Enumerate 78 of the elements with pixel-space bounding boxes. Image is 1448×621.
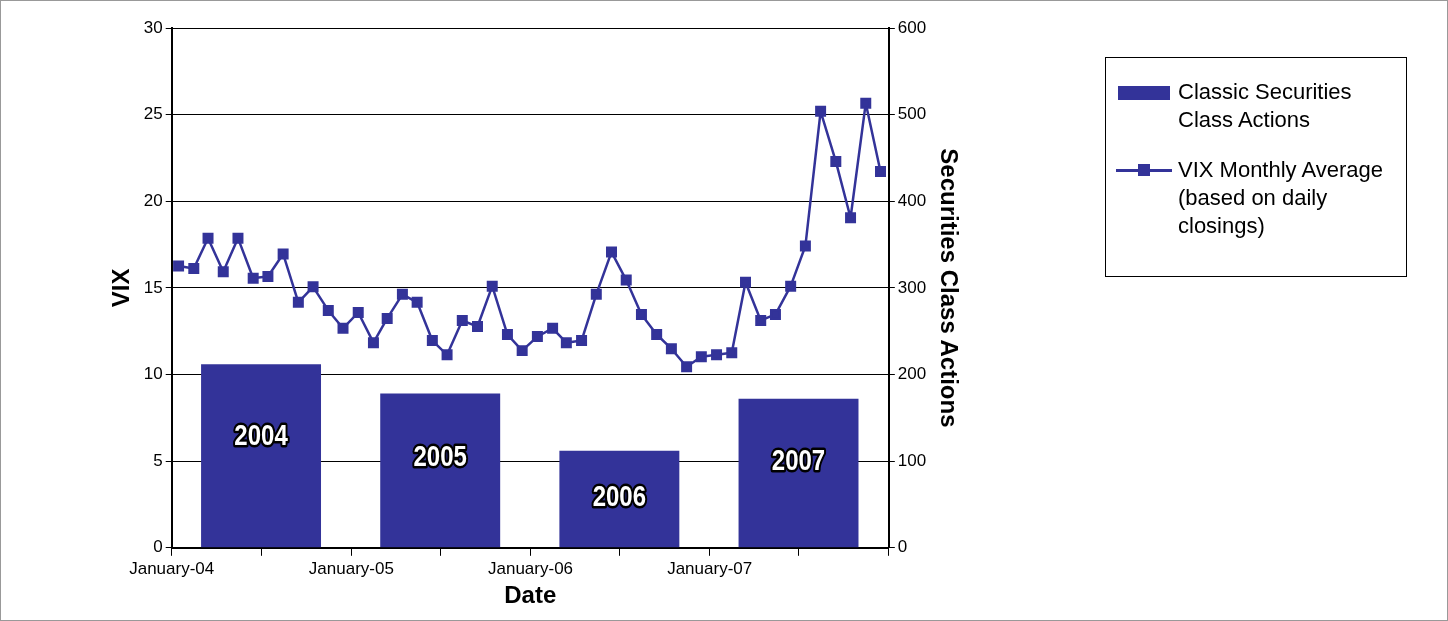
legend-label: VIX Monthly Average (based on daily closings) [1178, 156, 1385, 240]
legend-label: Classic Securities Class Actions [1178, 78, 1353, 134]
point [472, 321, 483, 333]
point [441, 349, 453, 361]
point [232, 232, 244, 244]
point [456, 314, 468, 326]
y-tick-label: 20 [143, 190, 163, 210]
y2-tick-label: 600 [897, 17, 927, 37]
annotation: 2006 [592, 478, 647, 513]
y2-axis-title: Securities Class Actions [935, 148, 963, 428]
point [620, 274, 632, 286]
point [322, 304, 334, 316]
x-tick-label: January-06 [487, 558, 574, 578]
point [606, 246, 617, 258]
point [501, 329, 513, 340]
point [411, 296, 423, 308]
bar [738, 398, 859, 548]
point [576, 335, 588, 347]
y-axis-title: VIX [107, 268, 135, 308]
point [367, 337, 379, 349]
point [726, 347, 738, 359]
y2-tick-label: 100 [897, 450, 927, 470]
point [188, 263, 200, 274]
point [755, 314, 767, 326]
point [426, 335, 438, 347]
point [560, 337, 572, 349]
y-tick-label: 0 [153, 537, 163, 557]
point [845, 212, 857, 224]
y-tick-label: 10 [143, 364, 163, 384]
annotation: 2004 [234, 417, 288, 452]
annotation: 2007 [771, 442, 826, 477]
y2-tick-label: 200 [897, 364, 927, 384]
point [769, 308, 781, 320]
y-tick-label: 30 [143, 17, 163, 37]
y2-tick-label: 500 [897, 104, 927, 124]
bar [380, 393, 501, 548]
point [740, 276, 751, 288]
x-axis-title: Date [504, 581, 557, 609]
point [292, 296, 304, 308]
point [381, 312, 393, 324]
point [202, 232, 214, 244]
point [352, 307, 364, 318]
point [815, 105, 827, 117]
point [665, 343, 677, 355]
point [307, 281, 319, 293]
annotation: 2005 [413, 438, 467, 473]
point [262, 270, 274, 282]
y2-tick-label: 0 [897, 537, 908, 557]
point [830, 155, 842, 167]
point [247, 272, 259, 284]
point [516, 345, 528, 357]
bar [201, 364, 322, 548]
point [173, 260, 185, 272]
point [695, 351, 707, 363]
x-tick-label: January-04 [129, 558, 215, 578]
y-tick-label: 5 [153, 450, 163, 470]
point [531, 331, 543, 343]
point [785, 280, 797, 292]
point [396, 288, 408, 300]
point [875, 165, 886, 177]
point [277, 248, 289, 260]
y-tick-label: 15 [143, 277, 163, 297]
point [635, 308, 647, 320]
point [651, 329, 663, 340]
x-tick-label: January-05 [308, 558, 394, 578]
point [681, 361, 693, 373]
point [337, 322, 349, 334]
y-tick-label: 25 [143, 104, 163, 124]
y2-tick-label: 300 [897, 277, 927, 297]
point [590, 288, 602, 300]
point [547, 322, 559, 334]
point [217, 266, 229, 278]
point [799, 240, 811, 252]
point [860, 97, 872, 109]
x-tick-label: January-07 [667, 558, 753, 578]
y2-tick-label: 400 [897, 190, 927, 210]
point [711, 349, 723, 361]
point [486, 280, 498, 292]
